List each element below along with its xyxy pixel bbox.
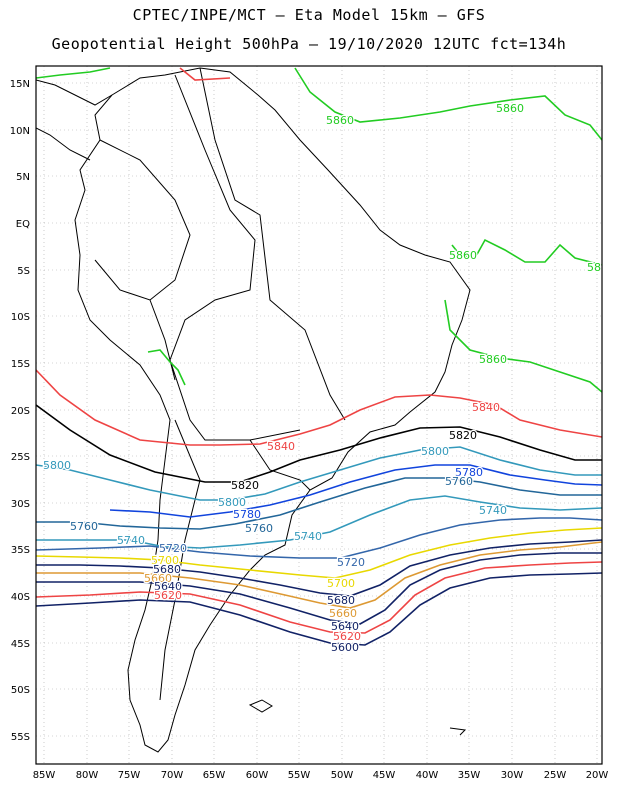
- contour-label: 5720: [159, 542, 187, 555]
- lat-tick-label: 50S: [11, 685, 30, 696]
- contour-5700: [36, 527, 602, 579]
- title-line-1: CPTEC/INPE/MCT – Eta Model 15km – GFS: [132, 6, 486, 24]
- contour-label: 5840: [267, 440, 295, 453]
- lon-tick-label: 20W: [586, 770, 609, 781]
- contour-label: 5700: [327, 577, 355, 590]
- contour-label: 5780: [455, 466, 483, 479]
- contour-label: 5860: [449, 249, 477, 262]
- central-america-coast: [36, 79, 113, 106]
- contour-label: 5680: [153, 563, 181, 576]
- longitude-tick-labels: 85W 80W 75W 70W 65W 60W 55W 50W 45W 40W 35W 30W 25W 2…: [33, 770, 609, 781]
- south-georgia: [449, 727, 467, 736]
- contour-label: 5840: [472, 401, 500, 414]
- contour-label: 5700: [151, 554, 179, 567]
- lon-tick-label: 40W: [416, 770, 439, 781]
- lat-tick-label: 5S: [17, 266, 30, 277]
- contour-label: 5780: [233, 508, 261, 521]
- contour-label: 5660: [329, 607, 357, 620]
- lat-tick-label: 45S: [11, 639, 30, 650]
- coastlines: [36, 67, 471, 753]
- contour-label: 5760: [445, 475, 473, 488]
- contour-label: 5860: [479, 353, 507, 366]
- latitude-tick-labels: 15N 10N 5N EQ 5S 10S 15S 20S 25S 30S 35S 40S 45S 50S 5…: [10, 79, 30, 743]
- lat-tick-label: 55S: [11, 732, 30, 743]
- contour-label: 5800: [421, 445, 449, 458]
- contour-labels: 5860586058605860585840584058205820580058…: [42, 101, 602, 656]
- lon-tick-label: 70W: [161, 770, 184, 781]
- contour-label: 5800: [218, 496, 246, 509]
- contour-label: 58: [587, 261, 601, 274]
- contour-label: 5760: [70, 520, 98, 533]
- lon-tick-label: 85W: [33, 770, 56, 781]
- contour-5840-top: [179, 67, 231, 81]
- country-borders: [94, 67, 346, 701]
- lat-tick-label: 10S: [11, 312, 30, 323]
- contour-5680: [36, 539, 602, 597]
- contour-label: 5760: [245, 522, 273, 535]
- contour-label: 5660: [144, 572, 172, 585]
- contour-label: 5640: [154, 580, 182, 593]
- contour-label: 5820: [449, 429, 477, 442]
- contour-5660: [36, 541, 602, 609]
- lat-tick-label: 15S: [11, 359, 30, 370]
- lat-tick-label: 15N: [10, 79, 30, 90]
- contour-5800: [36, 446, 602, 501]
- lon-tick-label: 35W: [458, 770, 481, 781]
- lon-tick-label: 25W: [544, 770, 567, 781]
- contour-label: 5620: [333, 630, 361, 643]
- lat-tick-label: 30S: [11, 499, 30, 510]
- lon-tick-label: 55W: [288, 770, 311, 781]
- contour-label: 5620: [154, 589, 182, 602]
- lon-tick-label: 45W: [373, 770, 396, 781]
- contour-5860-top: [36, 67, 111, 79]
- contour-label: 5600: [331, 641, 359, 654]
- contour-lines: [36, 67, 602, 646]
- contour-5620: [36, 561, 602, 634]
- contour-label: 5820: [231, 479, 259, 492]
- contour-label: 5640: [331, 620, 359, 633]
- contour-label: 5740: [294, 530, 322, 543]
- lat-tick-label: 25S: [11, 452, 30, 463]
- contour-5760: [36, 477, 602, 530]
- central-america-coast-2: [36, 127, 91, 161]
- contour-5860-brazil: [451, 238, 602, 266]
- contour-label: 5860: [496, 102, 524, 115]
- lon-tick-label: 50W: [331, 770, 354, 781]
- contour-5720: [36, 517, 602, 559]
- lon-tick-label: 30W: [501, 770, 524, 781]
- lat-tick-label: 10N: [10, 126, 30, 137]
- contour-5860-coast: [444, 299, 602, 393]
- falkland-islands: [248, 699, 273, 713]
- contour-5860-north: [294, 67, 602, 141]
- lon-tick-label: 60W: [246, 770, 269, 781]
- contour-5820: [36, 404, 602, 483]
- lat-tick-label: EQ: [16, 219, 30, 230]
- contour-5640: [36, 552, 602, 625]
- contour-label: 5740: [479, 504, 507, 517]
- lon-tick-label: 80W: [76, 770, 99, 781]
- contour-label: 5720: [337, 556, 365, 569]
- contour-5780: [109, 464, 602, 518]
- lat-tick-label: 35S: [11, 545, 30, 556]
- south-america-coast: [74, 67, 471, 753]
- lon-tick-label: 75W: [118, 770, 141, 781]
- lat-tick-label: 5N: [16, 172, 30, 183]
- title-line-2: Geopotential Height 500hPa – 19/10/2020 …: [51, 35, 567, 53]
- lat-tick-label: 20S: [11, 406, 30, 417]
- map-frame: [35, 65, 603, 765]
- contour-label: 5800: [43, 459, 71, 472]
- lat-lon-grid: [36, 66, 602, 764]
- lon-tick-label: 65W: [203, 770, 226, 781]
- contour-5740: [36, 495, 602, 549]
- lat-tick-label: 40S: [11, 592, 30, 603]
- contour-5600: [36, 572, 602, 646]
- contour-label: 5740: [117, 534, 145, 547]
- contour-5840: [36, 369, 602, 446]
- contour-label: 5860: [326, 114, 354, 127]
- contour-5860-andes: [147, 349, 186, 386]
- contour-label: 5680: [327, 594, 355, 607]
